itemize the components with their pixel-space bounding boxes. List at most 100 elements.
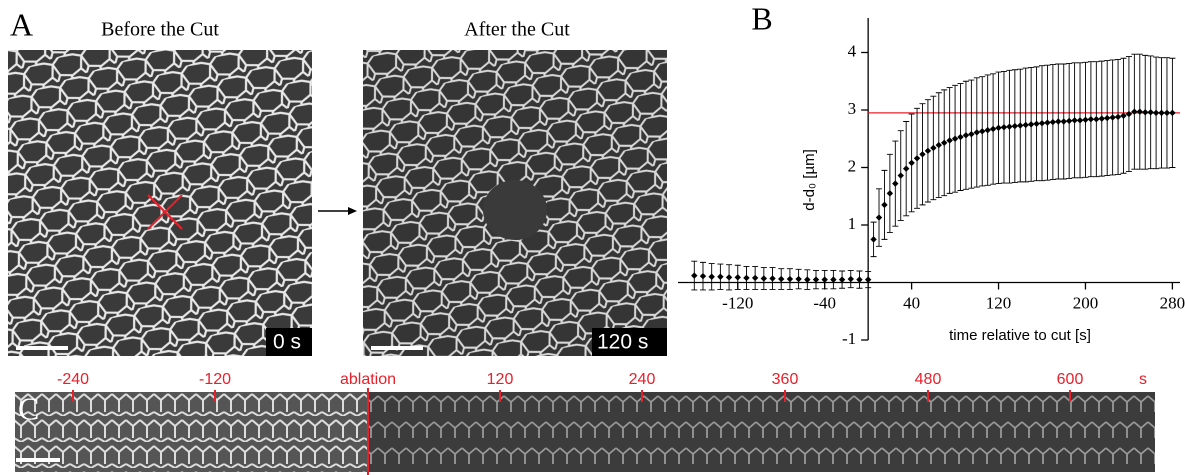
time-label: 120	[487, 371, 514, 388]
data-point	[708, 273, 715, 280]
data-point	[751, 274, 759, 282]
data-point	[1114, 113, 1122, 121]
data-point	[786, 275, 794, 283]
data-point	[1082, 116, 1089, 123]
x-tick-label: -120	[722, 293, 753, 312]
data-point	[1022, 121, 1029, 129]
x-tick-label: 120	[986, 293, 1012, 312]
data-point	[1076, 117, 1084, 124]
data-point	[875, 214, 883, 221]
cut-marker	[147, 194, 183, 230]
data-point	[1087, 116, 1095, 123]
data-point	[886, 190, 894, 197]
data-point	[1093, 116, 1100, 123]
time-label: 600	[1057, 371, 1084, 388]
data-point	[973, 129, 981, 136]
data-point	[1109, 114, 1116, 121]
y-tick-label: 2	[848, 156, 857, 175]
data-point	[946, 137, 953, 144]
data-point	[995, 124, 1002, 132]
data-point	[913, 155, 921, 162]
chart: B -1 1 2 3 4 -120 -40 40 120 200 280 time relative t…	[678, 0, 1185, 348]
data-point	[821, 276, 828, 283]
data-point	[699, 272, 707, 280]
data-point	[856, 276, 863, 283]
data-point	[1169, 109, 1176, 117]
time-stamp: 120 s	[597, 331, 648, 354]
x-tick-label: 200	[1073, 293, 1099, 312]
data-point	[908, 159, 915, 167]
data-point	[830, 276, 837, 283]
data-point	[919, 151, 926, 158]
time-label: 360	[772, 371, 799, 388]
data-point	[804, 276, 811, 283]
x-tick-label: -40	[813, 293, 836, 312]
data-point	[1120, 112, 1127, 119]
x-tick-label: 280	[1160, 293, 1185, 312]
data-point	[691, 272, 698, 279]
panel-label: B	[751, 0, 772, 36]
data-point	[1055, 118, 1062, 125]
data-point	[778, 275, 785, 283]
y-tick-label: -1	[842, 329, 856, 348]
data-point	[989, 125, 997, 133]
time-label: -240	[57, 371, 89, 388]
data-point	[1006, 123, 1013, 130]
y-tick-label: 3	[848, 99, 857, 118]
time-label: 480	[915, 371, 942, 388]
data-point	[1060, 118, 1067, 125]
data-point	[1065, 117, 1073, 125]
data-point	[930, 144, 937, 152]
data-point	[1038, 120, 1046, 127]
data-point	[1158, 109, 1165, 117]
data-point	[897, 172, 904, 179]
data-point	[847, 275, 854, 283]
data-point	[962, 132, 970, 139]
time-box	[592, 328, 667, 356]
wound	[483, 180, 547, 240]
data-point	[795, 275, 802, 283]
data-point	[1027, 121, 1035, 128]
data-point	[892, 180, 899, 187]
time-label: 240	[629, 371, 656, 388]
data-point	[1131, 108, 1138, 115]
time-box	[266, 328, 312, 356]
data-point	[1017, 122, 1024, 129]
kymograph-after	[368, 392, 1155, 472]
data-point	[812, 276, 820, 283]
data-point	[1152, 109, 1160, 117]
data-point	[838, 276, 846, 283]
y-tick-label: 1	[848, 214, 857, 233]
data-point	[725, 274, 733, 281]
data-point	[1147, 109, 1154, 116]
data-point	[717, 273, 724, 280]
x-tick-label: 40	[903, 293, 920, 312]
data-point	[760, 275, 768, 282]
data-point	[1033, 120, 1040, 127]
image-title: After the Cut	[464, 19, 570, 41]
time-stamp: 0 s	[273, 331, 301, 354]
data-point	[1000, 124, 1008, 131]
data-point	[984, 126, 991, 134]
data-point	[1163, 109, 1171, 117]
scale-bar	[16, 346, 68, 350]
data-point	[1044, 119, 1051, 126]
data-point	[734, 274, 741, 281]
data-point	[881, 201, 888, 209]
time-label: ablation	[340, 371, 396, 388]
scale-bar	[371, 346, 423, 350]
data-point	[1103, 114, 1111, 122]
data-point	[1071, 117, 1078, 124]
arrow	[318, 207, 357, 215]
data-point	[924, 147, 932, 155]
data-point	[957, 133, 964, 141]
data-point	[1049, 118, 1057, 126]
data-point	[941, 139, 948, 146]
data-point	[935, 141, 942, 149]
data-point	[1136, 108, 1143, 115]
image-title: Before the Cut	[101, 19, 219, 41]
time-label: -120	[199, 371, 231, 388]
scale-bar	[16, 458, 60, 462]
y-tick-label: 4	[848, 41, 857, 60]
